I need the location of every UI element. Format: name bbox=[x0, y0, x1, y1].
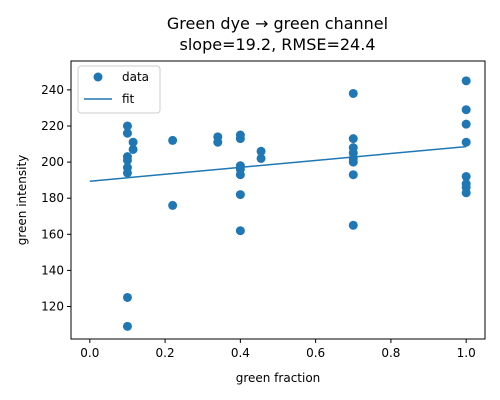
axes-frame bbox=[70, 60, 486, 340]
legend-marker-data bbox=[93, 72, 103, 82]
data-point bbox=[461, 188, 471, 198]
data-point bbox=[213, 137, 223, 147]
x-tick-label: 0.0 bbox=[80, 346, 99, 360]
data-point bbox=[235, 190, 245, 200]
data-point bbox=[348, 157, 358, 167]
data-point bbox=[348, 88, 358, 98]
x-tick-label: 1.0 bbox=[457, 346, 476, 360]
plot-area bbox=[89, 76, 471, 331]
data-point bbox=[461, 105, 471, 115]
y-tick-label: 220 bbox=[41, 119, 64, 133]
data-point bbox=[122, 128, 132, 138]
data-point bbox=[122, 321, 132, 331]
legend-label-data: data bbox=[122, 70, 149, 84]
y-tick-label: 140 bbox=[41, 263, 64, 277]
data-point bbox=[461, 76, 471, 86]
data-point bbox=[348, 220, 358, 230]
data-point bbox=[122, 155, 132, 165]
y-tick-label: 160 bbox=[41, 227, 64, 241]
data-point bbox=[348, 170, 358, 180]
legend: data fit bbox=[77, 65, 161, 114]
x-tick-label: 0.2 bbox=[156, 346, 175, 360]
y-tick-label: 120 bbox=[41, 300, 64, 314]
data-point bbox=[235, 134, 245, 144]
y-axis-label: green intensity bbox=[15, 155, 29, 246]
data-point bbox=[348, 134, 358, 144]
data-point bbox=[168, 200, 178, 210]
data-point bbox=[461, 172, 471, 182]
y-tick-label: 200 bbox=[41, 155, 64, 169]
data-point bbox=[235, 226, 245, 236]
chart-subtitle: slope=19.2, RMSE=24.4 bbox=[180, 35, 376, 54]
legend-label-fit: fit bbox=[122, 92, 135, 106]
data-point bbox=[128, 144, 138, 154]
data-point bbox=[122, 292, 132, 302]
data-point bbox=[122, 168, 132, 178]
y-tick-label: 240 bbox=[41, 83, 64, 97]
chart-title: Green dye → green channel bbox=[167, 14, 388, 33]
data-point bbox=[256, 146, 266, 156]
data-point bbox=[168, 135, 178, 145]
y-tick-label: 180 bbox=[41, 191, 64, 205]
data-point bbox=[256, 153, 266, 163]
x-tick-label: 0.8 bbox=[381, 346, 400, 360]
x-axis-label: green fraction bbox=[236, 371, 321, 385]
data-point bbox=[122, 121, 132, 131]
fit-line bbox=[89, 145, 467, 182]
data-point bbox=[461, 137, 471, 147]
data-point bbox=[461, 119, 471, 129]
x-tick-label: 0.4 bbox=[231, 346, 250, 360]
data-point bbox=[128, 137, 138, 147]
data-point bbox=[235, 170, 245, 180]
x-tick-label: 0.6 bbox=[306, 346, 325, 360]
